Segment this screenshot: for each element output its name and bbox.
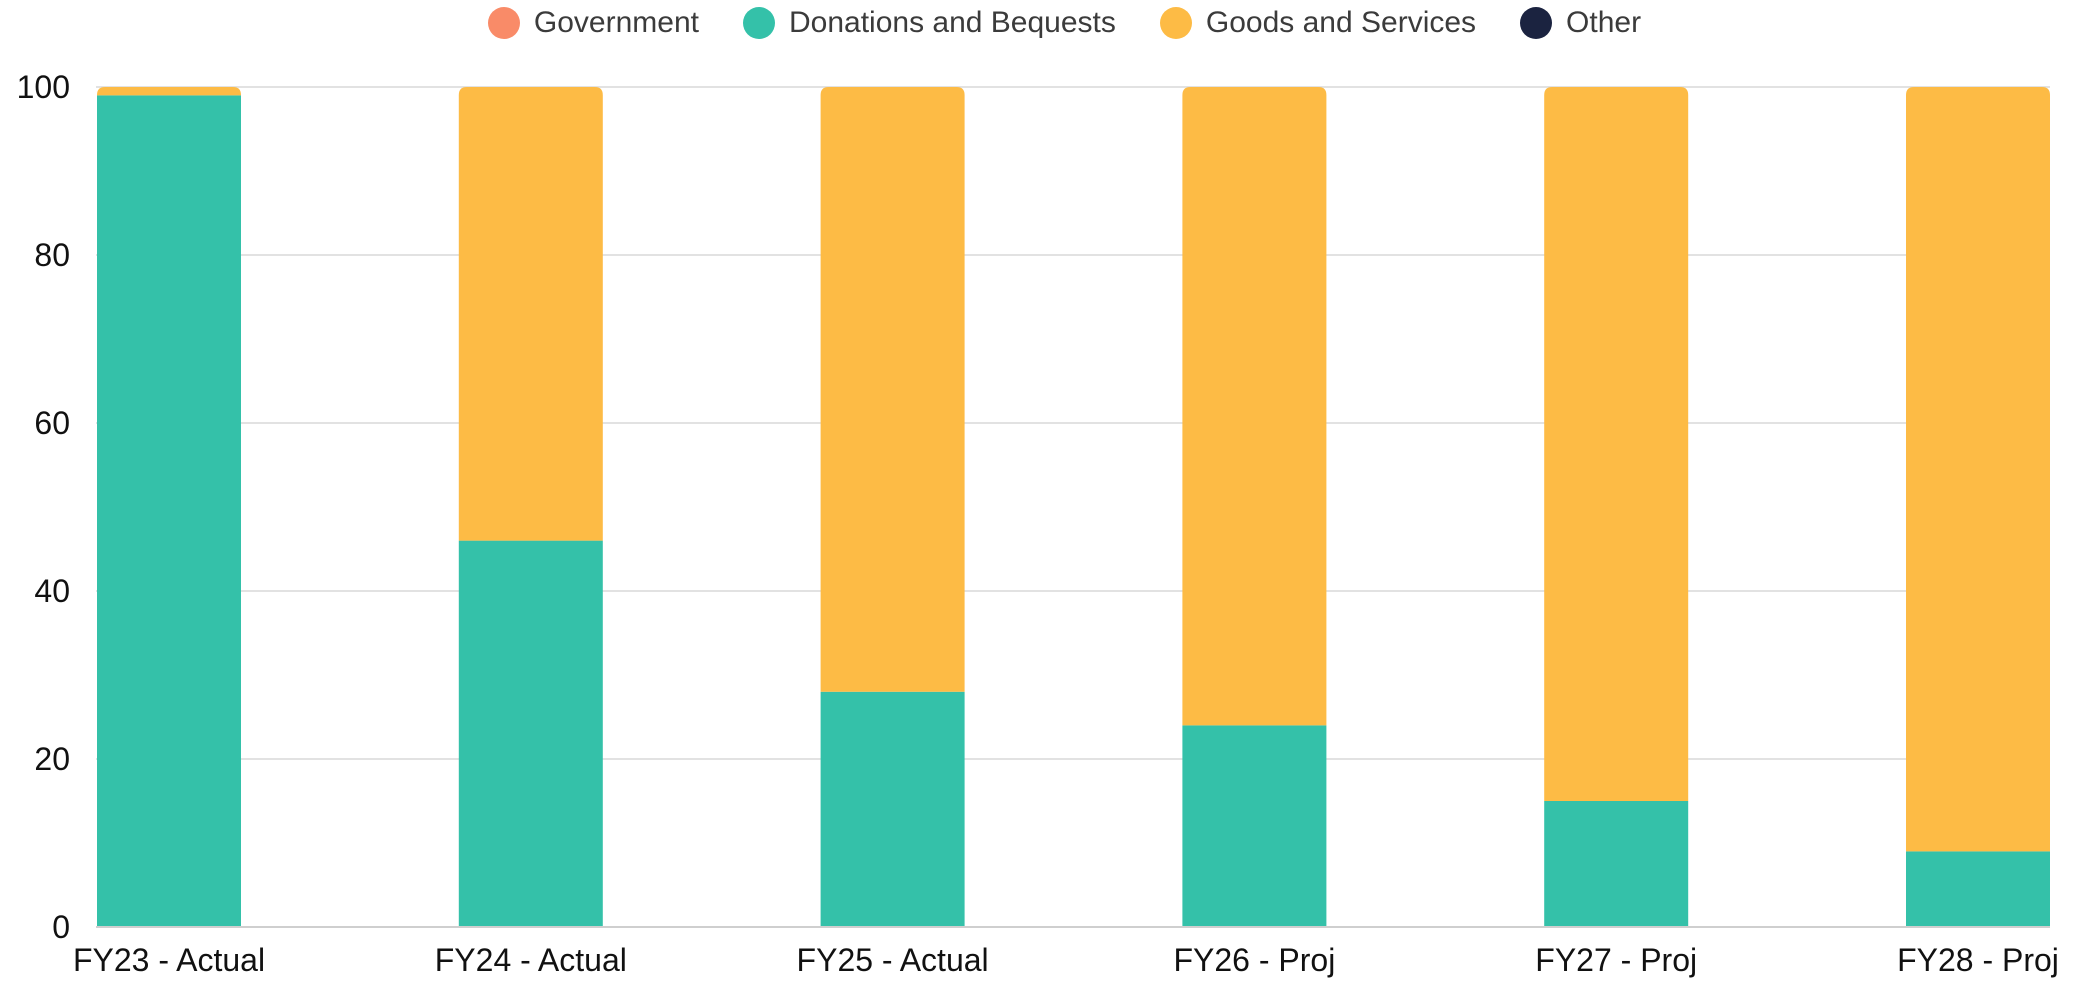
x-tick-label: FY23 - Actual: [73, 942, 265, 978]
bar-segment-goods-and-services[interactable]: [1544, 87, 1689, 801]
legend-swatch: [1159, 7, 1192, 39]
legend-item[interactable]: Goods and Services: [1159, 6, 1477, 40]
bar-stack[interactable]: [1544, 87, 1689, 927]
gridlines: [96, 86, 2050, 760]
bar-segment-donations-and-bequests[interactable]: [97, 95, 241, 927]
bar-segment-goods-and-services[interactable]: [1906, 87, 2050, 852]
bar-segment-donations-and-bequests[interactable]: [1182, 725, 1327, 927]
x-tick-label: FY28 - Proj: [1897, 942, 2059, 978]
bar-stacks: [97, 87, 2050, 927]
legend-label: Goods and Services: [1205, 6, 1477, 39]
bar-stack[interactable]: [1182, 87, 1327, 927]
legend-item[interactable]: Donations and Bequests: [742, 6, 1116, 40]
bar-stack[interactable]: [97, 87, 241, 927]
y-tick-label: 100: [17, 69, 70, 105]
bar-segment-donations-and-bequests[interactable]: [1544, 801, 1689, 927]
chart-legend: Government Donations and Bequests Goods an…: [0, 0, 2094, 46]
legend-label: Other: [1566, 6, 1642, 39]
y-tick-label: 60: [34, 405, 70, 441]
y-tick-label: 80: [34, 237, 70, 273]
bar-segment-goods-and-services[interactable]: [1182, 87, 1327, 726]
legend-label: Donations and Bequests: [788, 6, 1116, 39]
y-tick-label: 0: [52, 909, 70, 945]
x-tick-label: FY26 - Proj: [1173, 942, 1335, 978]
bar-segment-goods-and-services[interactable]: [458, 87, 603, 541]
legend-swatch: [742, 7, 775, 39]
bar-stack[interactable]: [820, 87, 965, 927]
legend-swatch: [1520, 7, 1553, 39]
bar-segment-goods-and-services[interactable]: [820, 87, 965, 692]
legend-item[interactable]: Other: [1520, 6, 1641, 40]
bar-stack[interactable]: [1906, 87, 2050, 927]
legend-item[interactable]: Government: [487, 6, 699, 40]
x-tick-label: FY24 - Actual: [435, 942, 627, 978]
y-tick-label: 20: [34, 741, 70, 777]
y-axis-ticks: 0 20 40 60 80 100: [17, 69, 70, 945]
bar-segment-donations-and-bequests[interactable]: [1906, 851, 2050, 927]
x-tick-label: FY25 - Actual: [797, 942, 989, 978]
y-tick-label: 40: [34, 573, 70, 609]
bar-segment-goods-and-services[interactable]: [97, 87, 241, 96]
bar-segment-donations-and-bequests[interactable]: [458, 540, 603, 927]
x-axis-ticks: FY23 - Actual FY24 - Actual FY25 - Actual F…: [73, 942, 2059, 978]
bar-segment-donations-and-bequests[interactable]: [820, 691, 965, 927]
legend-label: Government: [533, 6, 699, 39]
bar-stack[interactable]: [458, 87, 603, 927]
legend-swatch: [487, 7, 520, 39]
x-tick-label: FY27 - Proj: [1535, 942, 1697, 978]
